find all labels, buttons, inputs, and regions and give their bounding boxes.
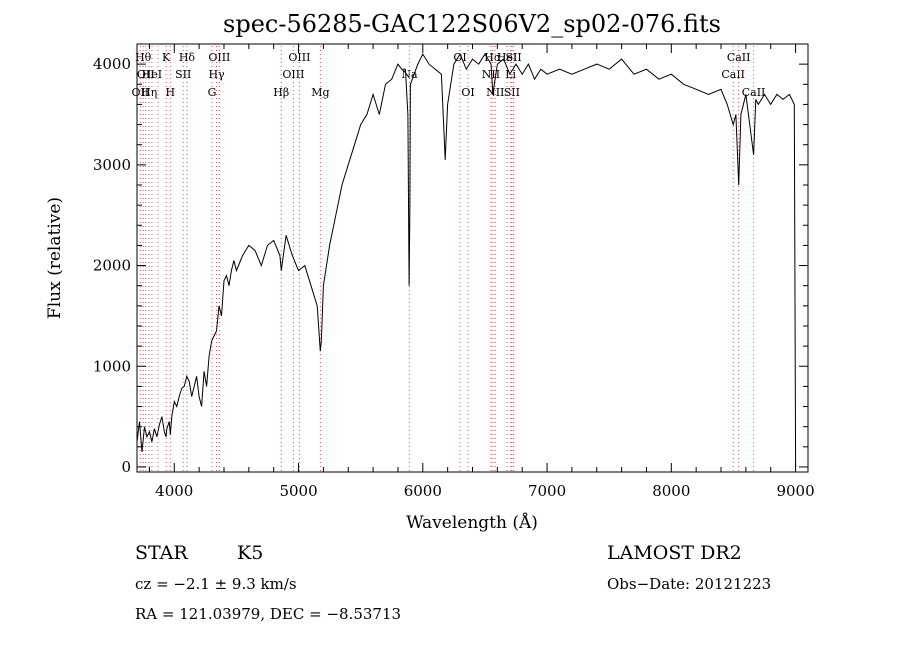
line-marker-label-26: Li	[505, 68, 516, 81]
x-tick-label: 5000	[279, 482, 317, 500]
line-marker-label-0: OII	[131, 86, 149, 99]
y-tick-label: 1000	[93, 357, 131, 375]
y-tick-label: 0	[121, 458, 131, 476]
x-axis: 4000 5000 6000 7000 8000 9000	[148, 44, 815, 500]
x-tick-label: 7000	[528, 482, 566, 500]
line-marker-label-28: CaII	[727, 51, 751, 64]
redshift-text: cz = −2.1 ± 9.3 km/s	[135, 575, 297, 593]
y-axis: 0 1000 2000 3000 4000	[93, 43, 808, 476]
spectrum-line	[136, 53, 797, 468]
coordinates-text: RA = 121.03979, DEC = −8.53713	[135, 605, 402, 623]
y-tick-label: 3000	[93, 156, 131, 174]
line-marker-label-16: Mg	[311, 86, 329, 99]
x-tick-label: 4000	[155, 482, 193, 500]
x-tick-label: 6000	[404, 482, 442, 500]
survey-label: LAMOST DR2	[607, 542, 742, 564]
line-marker-label-11: Hγ	[208, 68, 225, 81]
line-marker-label-15: OIII	[288, 51, 310, 64]
line-marker-label-10: G	[208, 86, 217, 99]
line-marker-label-2: OII	[137, 68, 155, 81]
line-marker-label-13: Hβ	[273, 86, 289, 99]
line-marker-label-3: Hη	[141, 86, 157, 99]
line-marker-label-4: HeI	[142, 68, 162, 81]
line-marker-label-14: OIII	[282, 68, 304, 81]
line-marker-label-19: OI	[461, 86, 474, 99]
line-marker-label-22: NII	[486, 86, 504, 99]
y-tick-label: 2000	[93, 257, 131, 275]
x-axis-label: Wavelength (Å)	[406, 512, 538, 533]
line-marker-label-9: Hδ	[179, 51, 196, 64]
line-marker-label-18: OI	[453, 51, 466, 64]
line-marker-label-25: SII	[506, 51, 522, 64]
line-marker-label-20: NII	[482, 68, 500, 81]
y-axis-label: Flux (relative)	[45, 197, 65, 319]
obs-date-text: Obs−Date: 20121223	[607, 575, 772, 593]
class-label: STAR	[135, 542, 188, 564]
line-marker-label-1: Hθ	[135, 51, 152, 64]
plot-frame	[136, 43, 809, 473]
chart-title: spec-56285-GAC122S06V2_sp02-076.fits	[223, 10, 721, 38]
line-marker-label-27: CaII	[721, 68, 745, 81]
line-marker-label-8: SII	[175, 68, 191, 81]
line-marker-label-29: CaII	[742, 86, 766, 99]
subclass-label: K5	[237, 542, 264, 564]
y-tick-label: 4000	[93, 55, 131, 73]
spectral-line-markers: OIIHθOIIHηHeIKHSIIHδGHγOIIIHβOIIIOIIIMgN…	[131, 46, 765, 472]
line-marker-label-24: SII	[504, 86, 520, 99]
line-marker-label-6: K	[162, 51, 171, 64]
x-tick-label: 8000	[652, 482, 690, 500]
x-tick-label: 9000	[776, 482, 814, 500]
line-marker-label-7: H	[166, 86, 176, 99]
line-marker-label-12: OIII	[208, 51, 230, 64]
